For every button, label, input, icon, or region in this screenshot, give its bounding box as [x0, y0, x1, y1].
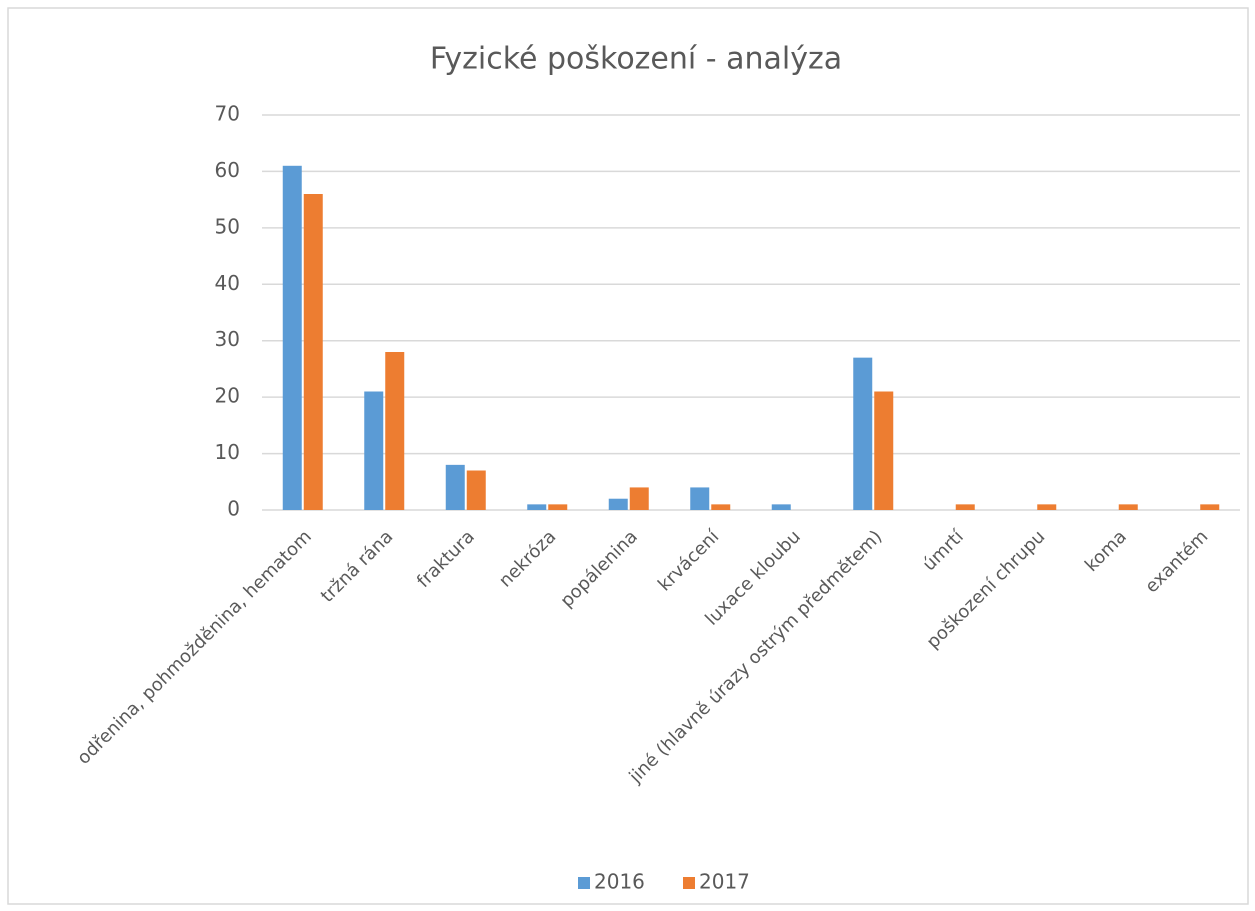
bar — [874, 391, 894, 510]
bar — [385, 352, 405, 510]
y-tick-label: 30 — [215, 327, 240, 351]
bar — [629, 487, 649, 510]
y-tick-label: 0 — [227, 497, 240, 521]
bar — [364, 391, 384, 510]
y-tick-label: 70 — [215, 102, 240, 126]
y-tick-label: 40 — [215, 271, 240, 295]
bar — [608, 498, 628, 510]
bar — [771, 504, 791, 510]
y-tick-label: 60 — [215, 158, 240, 182]
legend-label: 2017 — [699, 870, 750, 894]
bar — [282, 165, 302, 511]
bar — [527, 504, 547, 510]
legend-swatch — [578, 877, 590, 889]
bar — [711, 504, 731, 510]
bar — [690, 487, 710, 510]
legend-swatch — [683, 877, 695, 889]
y-tick-label: 10 — [215, 440, 240, 464]
y-tick-label: 50 — [215, 214, 240, 238]
chart-border — [7, 7, 1249, 905]
bar — [955, 504, 975, 510]
y-tick-label: 20 — [215, 384, 240, 408]
bar — [853, 357, 873, 510]
bar — [1037, 504, 1057, 510]
bar — [548, 504, 568, 510]
bar — [445, 464, 465, 510]
bar — [466, 470, 486, 510]
chart-title: Fyzické poškození - analýza — [430, 42, 842, 77]
bar — [303, 194, 323, 510]
bar — [1118, 504, 1138, 510]
legend-label: 2016 — [594, 870, 645, 894]
bar — [1200, 504, 1220, 510]
